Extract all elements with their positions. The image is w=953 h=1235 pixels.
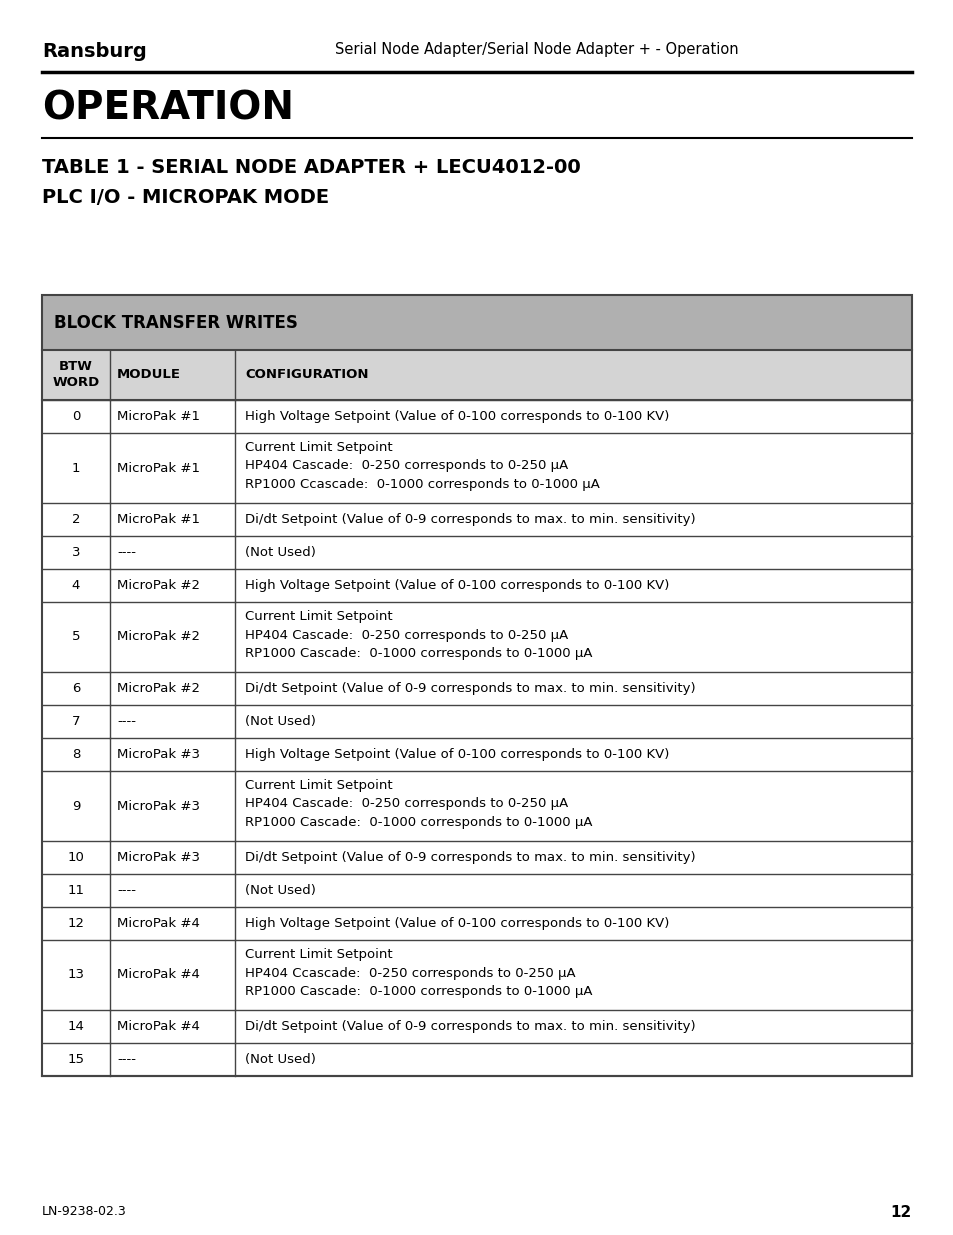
- Text: (Not Used): (Not Used): [245, 884, 315, 897]
- Text: Di/dt Setpoint (Value of 0-9 corresponds to max. to min. sensitivity): Di/dt Setpoint (Value of 0-9 corresponds…: [245, 851, 695, 864]
- Text: 5: 5: [71, 631, 80, 643]
- Text: Di/dt Setpoint (Value of 0-9 corresponds to max. to min. sensitivity): Di/dt Setpoint (Value of 0-9 corresponds…: [245, 682, 695, 695]
- Text: MicroPak #1: MicroPak #1: [117, 462, 200, 474]
- Bar: [42, 295, 911, 350]
- Text: MicroPak #3: MicroPak #3: [117, 748, 200, 761]
- Bar: [42, 503, 911, 536]
- Bar: [42, 433, 911, 503]
- Text: Di/dt Setpoint (Value of 0-9 corresponds to max. to min. sensitivity): Di/dt Setpoint (Value of 0-9 corresponds…: [245, 1020, 695, 1032]
- Text: Di/dt Setpoint (Value of 0-9 corresponds to max. to min. sensitivity): Di/dt Setpoint (Value of 0-9 corresponds…: [245, 513, 695, 526]
- Text: Ransburg: Ransburg: [42, 42, 147, 61]
- Text: ----: ----: [117, 1053, 136, 1066]
- Text: (Not Used): (Not Used): [245, 1053, 315, 1066]
- Text: 11: 11: [68, 884, 85, 897]
- Text: 14: 14: [68, 1020, 85, 1032]
- Bar: [42, 940, 911, 1010]
- Text: MicroPak #1: MicroPak #1: [117, 410, 200, 424]
- Bar: [42, 771, 911, 841]
- Text: 1: 1: [71, 462, 80, 474]
- Text: MicroPak #4: MicroPak #4: [117, 1020, 200, 1032]
- Bar: [42, 1044, 911, 1076]
- Text: Current Limit Setpoint
HP404 Ccascade:  0-250 corresponds to 0-250 μA
RP1000 Cas: Current Limit Setpoint HP404 Ccascade: 0…: [245, 948, 592, 998]
- Text: ----: ----: [117, 884, 136, 897]
- Text: OPERATION: OPERATION: [42, 90, 294, 128]
- Text: MODULE: MODULE: [117, 368, 181, 382]
- Text: High Voltage Setpoint (Value of 0-100 corresponds to 0-100 KV): High Voltage Setpoint (Value of 0-100 co…: [245, 579, 669, 592]
- Bar: [42, 569, 911, 601]
- Text: BTW
WORD: BTW WORD: [52, 361, 99, 389]
- Text: 6: 6: [71, 682, 80, 695]
- Bar: [42, 536, 911, 569]
- Text: MicroPak #3: MicroPak #3: [117, 851, 200, 864]
- Text: ----: ----: [117, 546, 136, 559]
- Bar: [42, 400, 911, 433]
- Bar: [42, 739, 911, 771]
- Bar: [42, 906, 911, 940]
- Text: CONFIGURATION: CONFIGURATION: [245, 368, 368, 382]
- Text: 7: 7: [71, 715, 80, 727]
- Bar: [42, 601, 911, 672]
- Text: 15: 15: [68, 1053, 85, 1066]
- Text: Serial Node Adapter/Serial Node Adapter + - Operation: Serial Node Adapter/Serial Node Adapter …: [335, 42, 738, 57]
- Text: TABLE 1 - SERIAL NODE ADAPTER + LECU4012-00: TABLE 1 - SERIAL NODE ADAPTER + LECU4012…: [42, 158, 580, 177]
- Bar: [42, 841, 911, 874]
- Bar: [42, 350, 911, 400]
- Text: 8: 8: [71, 748, 80, 761]
- Text: ----: ----: [117, 715, 136, 727]
- Text: Current Limit Setpoint
HP404 Cascade:  0-250 corresponds to 0-250 μA
RP1000 Ccas: Current Limit Setpoint HP404 Cascade: 0-…: [245, 441, 599, 492]
- Bar: [42, 874, 911, 906]
- Text: 12: 12: [890, 1205, 911, 1220]
- Text: High Voltage Setpoint (Value of 0-100 corresponds to 0-100 KV): High Voltage Setpoint (Value of 0-100 co…: [245, 748, 669, 761]
- Text: PLC I/O - MICROPAK MODE: PLC I/O - MICROPAK MODE: [42, 188, 329, 207]
- Text: MicroPak #1: MicroPak #1: [117, 513, 200, 526]
- Text: MicroPak #4: MicroPak #4: [117, 918, 200, 930]
- Text: High Voltage Setpoint (Value of 0-100 corresponds to 0-100 KV): High Voltage Setpoint (Value of 0-100 co…: [245, 410, 669, 424]
- Text: 9: 9: [71, 799, 80, 813]
- Text: Current Limit Setpoint
HP404 Cascade:  0-250 corresponds to 0-250 μA
RP1000 Casc: Current Limit Setpoint HP404 Cascade: 0-…: [245, 610, 592, 659]
- Text: 10: 10: [68, 851, 85, 864]
- Text: 0: 0: [71, 410, 80, 424]
- Text: 4: 4: [71, 579, 80, 592]
- Bar: [42, 672, 911, 705]
- Text: (Not Used): (Not Used): [245, 715, 315, 727]
- Bar: [42, 705, 911, 739]
- Text: MicroPak #2: MicroPak #2: [117, 682, 200, 695]
- Text: Current Limit Setpoint
HP404 Cascade:  0-250 corresponds to 0-250 μA
RP1000 Casc: Current Limit Setpoint HP404 Cascade: 0-…: [245, 779, 592, 829]
- Text: 13: 13: [68, 968, 85, 982]
- Bar: [42, 1010, 911, 1044]
- Text: MicroPak #2: MicroPak #2: [117, 631, 200, 643]
- Text: BLOCK TRANSFER WRITES: BLOCK TRANSFER WRITES: [54, 314, 297, 331]
- Text: 2: 2: [71, 513, 80, 526]
- Text: High Voltage Setpoint (Value of 0-100 corresponds to 0-100 KV): High Voltage Setpoint (Value of 0-100 co…: [245, 918, 669, 930]
- Text: 3: 3: [71, 546, 80, 559]
- Text: MicroPak #4: MicroPak #4: [117, 968, 200, 982]
- Text: MicroPak #2: MicroPak #2: [117, 579, 200, 592]
- Text: (Not Used): (Not Used): [245, 546, 315, 559]
- Bar: [42, 295, 911, 1076]
- Text: LN-9238-02.3: LN-9238-02.3: [42, 1205, 127, 1218]
- Text: MicroPak #3: MicroPak #3: [117, 799, 200, 813]
- Text: 12: 12: [68, 918, 85, 930]
